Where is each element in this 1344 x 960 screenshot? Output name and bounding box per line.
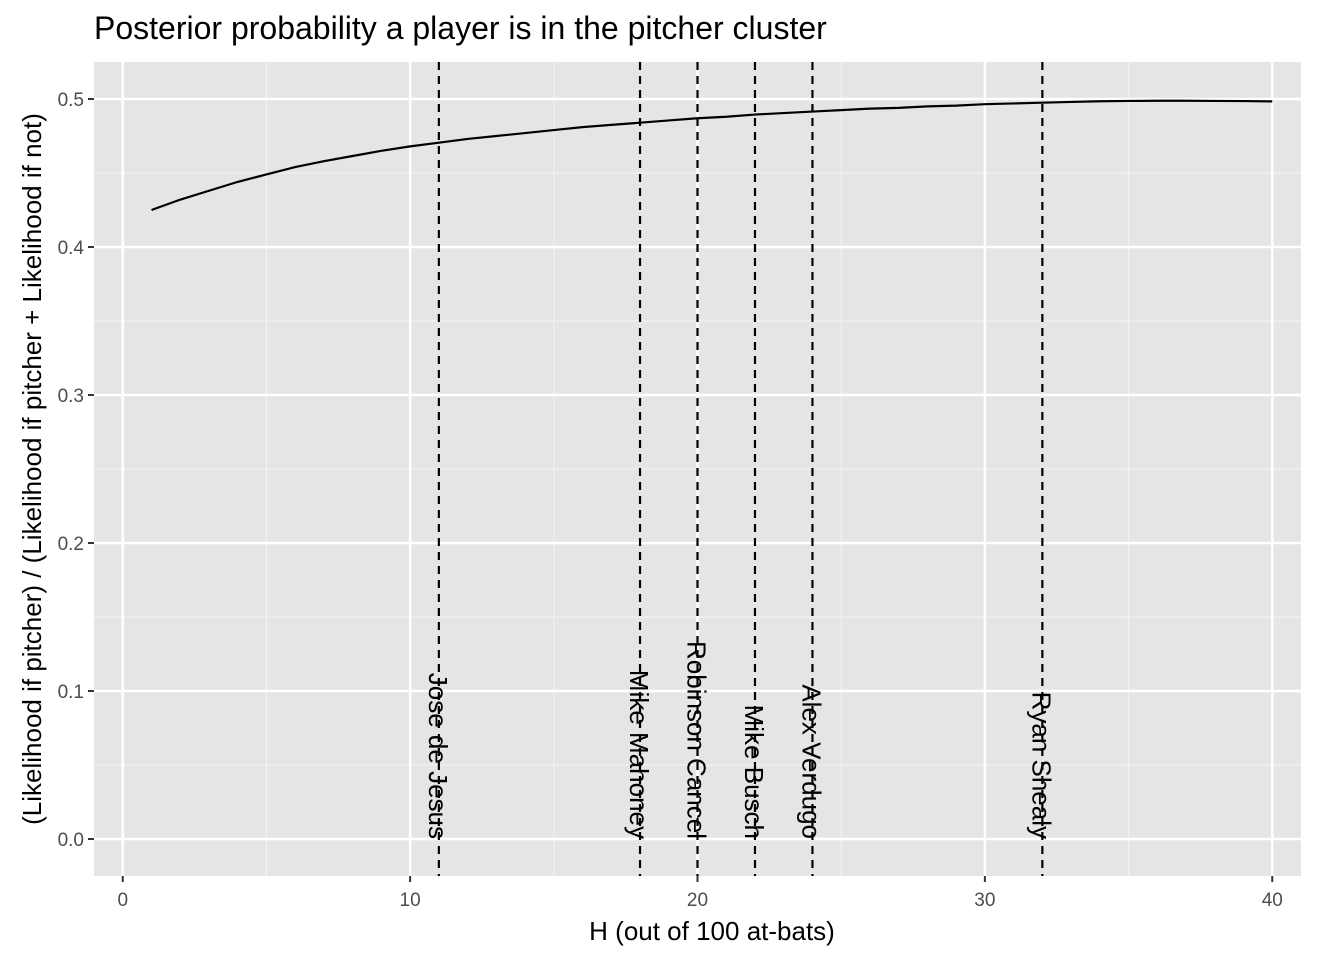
y-tick-label: 0.1 — [58, 682, 84, 703]
player-label: Alex Verdugo — [796, 684, 826, 839]
y-axis-ticks: 0.0 0.1 0.2 0.3 0.4 0.5 — [58, 90, 94, 851]
y-tick-label: 0.3 — [58, 386, 84, 407]
y-tick-label: 0.4 — [58, 238, 85, 259]
x-axis-title: H (out of 100 at-bats) — [589, 916, 835, 946]
chart-title: Posterior probability a player is in the… — [94, 10, 827, 46]
y-tick-label: 0.2 — [58, 534, 84, 555]
y-tick-label: 0.0 — [58, 830, 84, 851]
player-lines — [437, 62, 1044, 876]
x-tick-label: 30 — [974, 890, 995, 911]
posterior-curve — [151, 99, 1273, 212]
x-tick-label: 40 — [1262, 890, 1283, 911]
player-label: Ryan Shealy — [1026, 692, 1056, 839]
x-tick-label: 20 — [687, 890, 708, 911]
player-label: Mike Mahoney — [624, 670, 654, 839]
x-tick-label: 10 — [400, 890, 421, 911]
player-label: Robinson Cancel — [682, 641, 712, 839]
player-labels: Jose de Jesus Mike Mahoney Robinson Cancel… — [423, 641, 1057, 839]
player-label: Jose de Jesus — [423, 673, 453, 839]
player-label: Mike Busch — [739, 705, 769, 839]
y-axis-title: (Likelihood if pitcher) / (Likelihood if… — [17, 113, 47, 825]
x-axis-ticks: 0 10 20 30 40 — [117, 876, 1283, 911]
x-tick-label: 0 — [117, 890, 128, 911]
y-tick-label: 0.5 — [58, 90, 84, 111]
